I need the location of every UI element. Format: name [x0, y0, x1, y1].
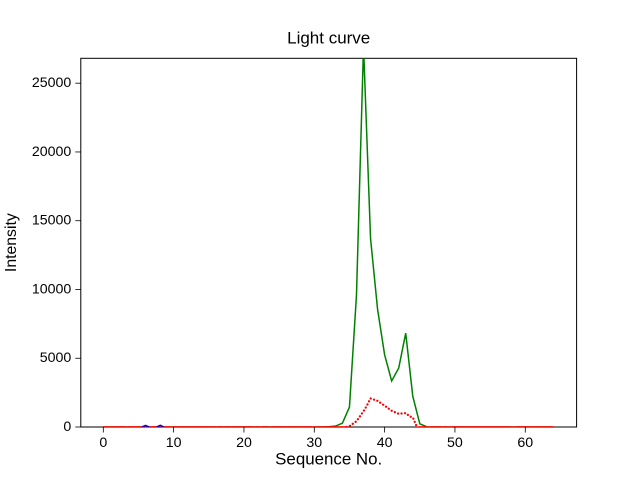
svg-text:60: 60 [517, 435, 533, 451]
svg-text:Sequence No.: Sequence No. [275, 450, 382, 469]
svg-text:10000: 10000 [32, 281, 72, 297]
svg-text:50: 50 [447, 435, 463, 451]
svg-text:25000: 25000 [32, 75, 72, 91]
svg-text:0: 0 [99, 435, 107, 451]
svg-text:5000: 5000 [40, 350, 72, 366]
svg-text:20000: 20000 [32, 144, 72, 160]
svg-text:Intensity: Intensity [3, 213, 20, 272]
svg-text:15000: 15000 [32, 213, 72, 229]
svg-text:10: 10 [166, 435, 182, 451]
svg-text:Light curve: Light curve [287, 29, 370, 48]
svg-text:20: 20 [236, 435, 252, 451]
svg-text:0: 0 [63, 419, 71, 435]
